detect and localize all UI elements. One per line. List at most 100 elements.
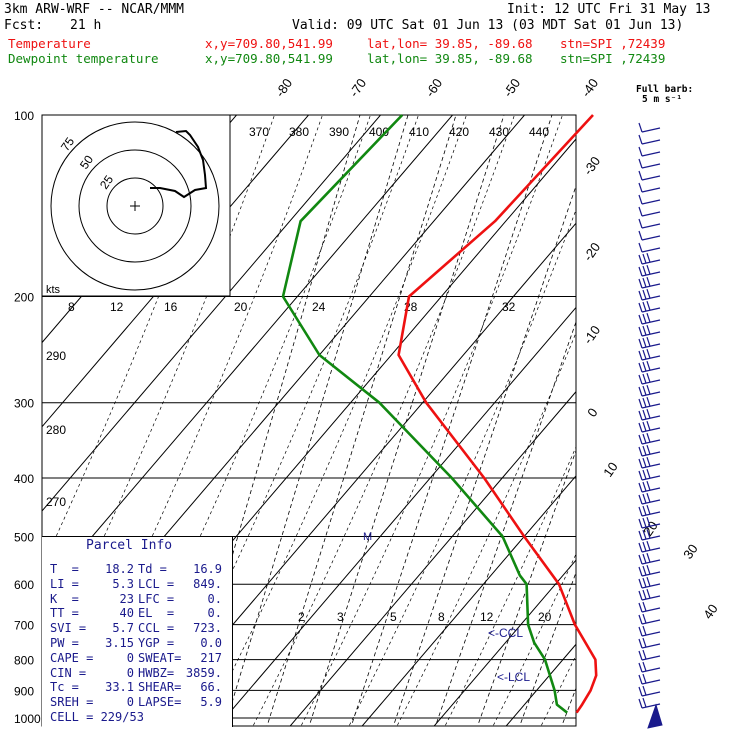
barb-flag <box>642 385 647 396</box>
barb-staff <box>641 703 661 709</box>
barb-flag <box>638 386 643 397</box>
parcel-key: SREH = <box>50 695 94 710</box>
barb-flag <box>642 421 647 432</box>
dry-adiabat <box>204 115 467 726</box>
isotherm-label: -30 <box>580 154 603 178</box>
dry-adiabat <box>300 115 563 726</box>
barb-staff <box>641 127 661 133</box>
barb-flag <box>638 182 643 193</box>
barb-flag <box>642 337 647 348</box>
wind-barb <box>638 194 661 205</box>
mixing-ratio-line <box>519 571 576 726</box>
pressure-label-200: 200 <box>14 291 34 305</box>
barb-flag <box>642 661 647 672</box>
barb-flag <box>642 373 647 384</box>
barb-flag <box>638 146 643 157</box>
wind-barbs <box>638 122 663 729</box>
barb-flag <box>638 206 643 217</box>
upper-axis-label: 440 <box>529 125 549 139</box>
barb-staff <box>641 283 661 289</box>
parcel-key: LAPSE= <box>138 695 182 710</box>
parcel-value: 5.7 <box>112 621 134 636</box>
barb-flag <box>642 685 647 696</box>
barb-staff <box>641 415 661 421</box>
barb-flag <box>642 325 647 336</box>
wind-barb <box>638 409 661 421</box>
upper-axis-label: 430 <box>489 125 509 139</box>
barb-flag <box>646 313 651 323</box>
barb-flag <box>642 265 647 276</box>
wind-barb <box>638 469 661 481</box>
barb-flag <box>642 697 647 708</box>
barb-flag <box>638 614 643 625</box>
barb-flag <box>642 577 647 588</box>
barb-flag <box>638 374 643 385</box>
parcel-row: T = 18.2 Td = 16.9 <box>50 562 230 576</box>
full-barb-label: Full barb: <box>636 84 694 95</box>
barb-flag <box>642 397 647 408</box>
barb-staff <box>641 343 661 349</box>
wind-barb <box>638 277 661 289</box>
parcel-value: 18.2 <box>105 562 134 576</box>
parcel-key: Td = <box>138 562 167 576</box>
barb-staff <box>641 595 661 601</box>
barb-flag <box>638 254 643 265</box>
barb-staff <box>641 583 661 589</box>
barb-flag <box>642 565 647 576</box>
pressure-label-100: 100 <box>14 109 34 123</box>
barb-staff <box>641 571 661 577</box>
mixing-ratio-line <box>224 115 409 726</box>
barb-flag <box>642 409 647 420</box>
barb-flag <box>638 506 643 517</box>
pressure-label-400: 400 <box>14 472 34 486</box>
legend-temperature: Temperature <box>8 36 91 51</box>
parcel-title: Parcel Info <box>86 538 173 553</box>
barb-flag <box>638 626 643 637</box>
barb-staff <box>641 307 661 313</box>
theta-label: 280 <box>46 423 66 437</box>
parcel-row: LI = 5.3 LCL = 849. <box>50 577 230 591</box>
parcel-value: 0 <box>126 650 134 665</box>
barb-staff <box>641 271 661 277</box>
barb-staff <box>641 367 661 373</box>
barb-staff <box>641 643 661 649</box>
wind-barb <box>638 337 661 349</box>
barb-staff <box>641 211 661 217</box>
pressure-label-300: 300 <box>14 397 34 411</box>
upper-axis-label: 380 <box>289 125 309 139</box>
legend-dewpoint: Dewpoint temperature <box>8 51 159 66</box>
parcel-row: CAPE = 0 SWEAT= 217 <box>50 651 230 665</box>
isotherm <box>648 105 740 728</box>
barb-flag <box>638 242 643 253</box>
barb-flag <box>638 566 643 577</box>
upper-axis-label: 390 <box>329 125 349 139</box>
parcel-key: PW = <box>50 636 79 650</box>
parcel-value: 33.1 <box>105 680 134 695</box>
wind-barb <box>638 206 661 217</box>
barb-staff <box>641 391 661 397</box>
parcel-value: 0 <box>126 665 134 680</box>
legend-dew-stn: stn=SPI ,72439 <box>560 51 666 66</box>
barb-staff <box>641 487 661 493</box>
barb-staff <box>641 679 661 685</box>
barb-flag <box>642 349 647 360</box>
wind-barb <box>638 685 661 697</box>
barb-flag <box>646 445 651 455</box>
isotherm-label: -70 <box>346 76 369 100</box>
upper-axis-label: 420 <box>449 125 469 139</box>
barb-flag <box>638 602 643 613</box>
barb-flag <box>638 494 643 505</box>
wind-barb <box>638 529 661 541</box>
legend-dew-xy: x,y=709.80,541.99 <box>205 51 333 66</box>
wind-barb <box>638 433 661 445</box>
isotherm-label: -60 <box>422 76 445 100</box>
barb-flag <box>638 134 643 145</box>
barb-staff <box>641 295 661 301</box>
barb-staff <box>641 607 661 613</box>
wind-barb <box>638 146 661 157</box>
lcl-annotation: <-LCL <box>497 670 530 684</box>
barb-flag <box>646 289 651 299</box>
parcel-cell: CELL = 229/53 <box>50 710 144 724</box>
